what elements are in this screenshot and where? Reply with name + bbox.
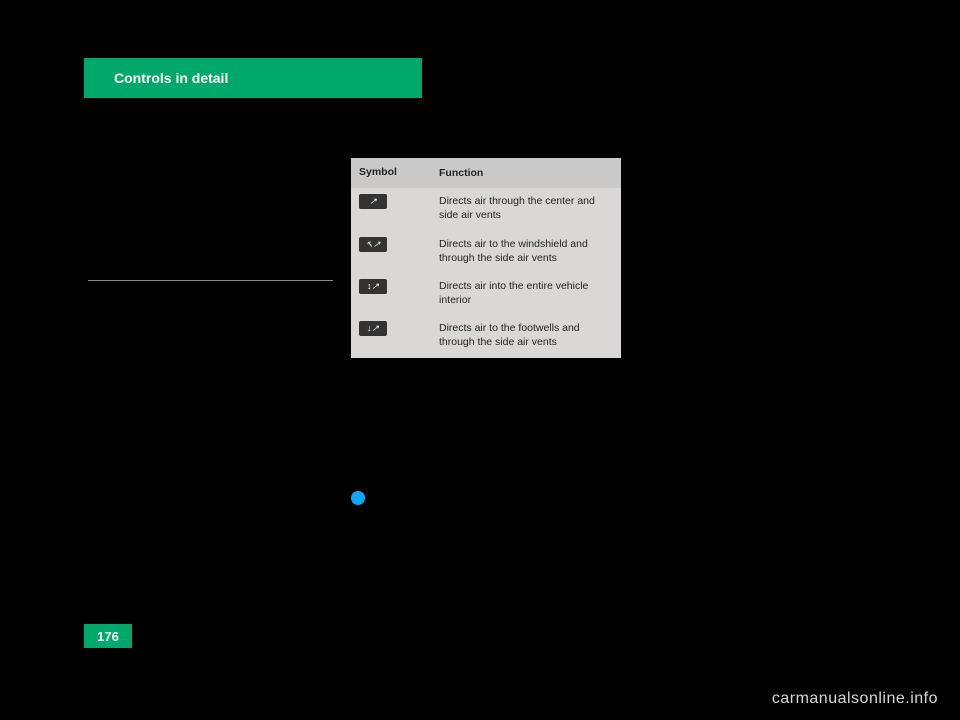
- column-middle-bottom: Adjusting air distribution Push air dist…: [351, 430, 601, 524]
- page-ref-arrow-icon: [790, 195, 799, 207]
- para-auto-climate: The automatic climate control will adjus…: [102, 430, 333, 462]
- para-turn-control: Turn temperature control 1 and/or c ( pa…: [88, 392, 333, 424]
- cell-function: Directs air to the footwells and through…: [431, 315, 621, 357]
- cell-function: Directs air into the entire vehicle inte…: [431, 273, 621, 315]
- note-text: You can also turn the air distribution c…: [351, 493, 600, 521]
- para-auto-adjust: The temperature of the interior is adjus…: [88, 164, 333, 228]
- cell-function: Directs air to the windshield and throug…: [431, 231, 621, 273]
- vent-footwell-icon: ↓↗: [359, 321, 387, 336]
- para-auto-off: The automatic mode is switched off. The …: [648, 216, 879, 264]
- th-function: Function: [431, 158, 621, 188]
- para-temp-controls: Use the temperature controls to separate…: [88, 307, 333, 387]
- table-row: ↕↗ Directs air into the entire vehicle i…: [351, 273, 621, 315]
- step-arrow-icon: [88, 235, 97, 247]
- section-subtitle: Automatic climate control: [114, 103, 248, 117]
- page-ref-arrow-icon: [537, 451, 546, 463]
- watermark: carmanualsonline.info: [772, 690, 938, 708]
- step-arrow-icon: [634, 179, 643, 191]
- step-arrow-icon: [351, 451, 360, 463]
- vent-windshield-icon: ↖↗: [359, 237, 387, 252]
- column-right: Adjusting air volume Press part of butto…: [634, 158, 879, 270]
- info-note: You can also turn the air distribution c…: [351, 492, 601, 524]
- para-push-control: Push air distribution control 2 or b ( p…: [351, 450, 601, 482]
- para-push-a: Push air distribution control 2 or b (: [363, 451, 534, 463]
- para-indicator: The indicator lamps on the buttons come …: [102, 256, 333, 272]
- air-distribution-table: Symbol Function ↗ Directs air through th…: [351, 158, 621, 358]
- para-press-c: page 173).: [802, 195, 855, 207]
- table-row: ↖↗ Directs air to the windshield and thr…: [351, 231, 621, 273]
- page-ref-arrow-icon: [283, 393, 292, 405]
- section-header: Controls in detail: [84, 58, 422, 98]
- info-dot-icon: [351, 491, 365, 505]
- table-row: ↓↗ Directs air to the footwells and thro…: [351, 315, 621, 357]
- th-symbol: Symbol: [351, 158, 431, 188]
- para-press-buttons: Press buttons: [88, 234, 333, 250]
- para-press-volume: Press part of button 3 or a to increase/…: [634, 178, 879, 210]
- heading-air-distribution: Adjusting air distribution: [351, 430, 601, 446]
- para-press-label: Press buttons: [100, 235, 167, 247]
- cell-function: Directs air through the center and side …: [431, 188, 621, 230]
- manual-page: Controls in detail Automatic climate con…: [0, 0, 960, 720]
- cell-symbol: ↗: [351, 188, 431, 230]
- para-turn-a: Turn temperature control 1 and/or c (: [100, 393, 279, 405]
- page-number: 176: [84, 624, 132, 648]
- cell-symbol: ↓↗: [351, 315, 431, 357]
- table-header-row: Symbol Function: [351, 158, 621, 188]
- column-left: The temperature of the interior is adjus…: [88, 164, 333, 468]
- cell-symbol: ↖↗: [351, 231, 431, 273]
- heading-adjust-manual: Adjusting manually: [88, 287, 333, 303]
- step-arrow-icon: [88, 393, 97, 405]
- cell-symbol: ↕↗: [351, 273, 431, 315]
- table-row: ↗ Directs air through the center and sid…: [351, 188, 621, 230]
- vent-center-side-icon: ↗: [359, 194, 387, 209]
- divider: [88, 280, 333, 281]
- vent-entire-icon: ↕↗: [359, 279, 387, 294]
- section-title: Controls in detail: [114, 70, 228, 86]
- para-press-a: Press: [646, 179, 674, 191]
- heading-air-volume: Adjusting air volume: [634, 158, 879, 174]
